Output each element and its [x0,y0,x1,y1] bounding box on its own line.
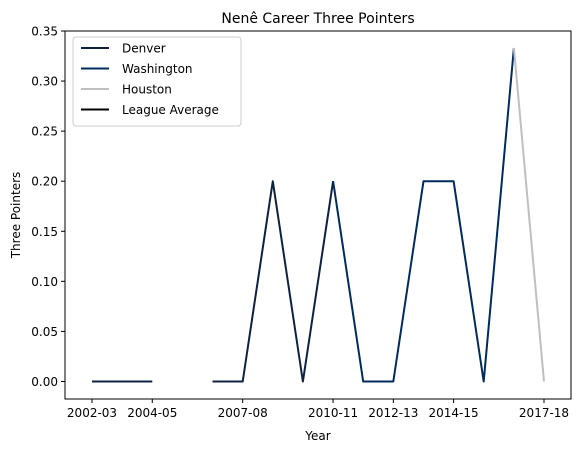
x-tick-label: 2002-03 [67,406,117,420]
series-line-denver [212,180,335,383]
y-tick-label: 0.15 [31,225,58,239]
legend-label: Washington [122,62,193,76]
series-line-washington [332,47,515,383]
series-line-houston [512,47,545,382]
legend: Denver Washington Houston League Average [72,36,242,127]
legend-box [72,36,242,127]
y-tick-label: 0.05 [31,325,58,339]
legend-label: Denver [122,42,166,56]
x-tick-label: 2007-08 [218,406,268,420]
legend-label: League Average [122,103,219,117]
x-tick-label: 2004-05 [127,406,177,420]
legend-label: Houston [122,83,172,97]
chart-title: Nenê Career Three Pointers [221,11,414,27]
x-tick-label: 2010-11 [308,406,358,420]
y-axis-label: Three Pointers [9,172,23,260]
y-tick-label: 0.00 [31,375,58,389]
y-tick-label: 0.20 [31,175,58,189]
y-tick-label: 0.30 [31,75,58,89]
y-axis: 0.00 0.05 0.10 0.15 0.20 0.25 0.30 0.35 [31,25,65,389]
y-tick-label: 0.35 [31,25,58,39]
x-axis: 2002-03 2004-05 2007-08 2010-11 2012-13 2014-… [67,399,569,420]
plot-area [92,47,545,383]
axes-frame [64,30,572,400]
x-tick-label: 2017-18 [519,406,569,420]
x-axis-label: Year [304,429,330,443]
x-tick-label: 2014-15 [429,406,479,420]
y-tick-label: 0.25 [31,125,58,139]
x-tick-label: 2012-13 [368,406,418,420]
y-tick-label: 0.10 [31,275,58,289]
